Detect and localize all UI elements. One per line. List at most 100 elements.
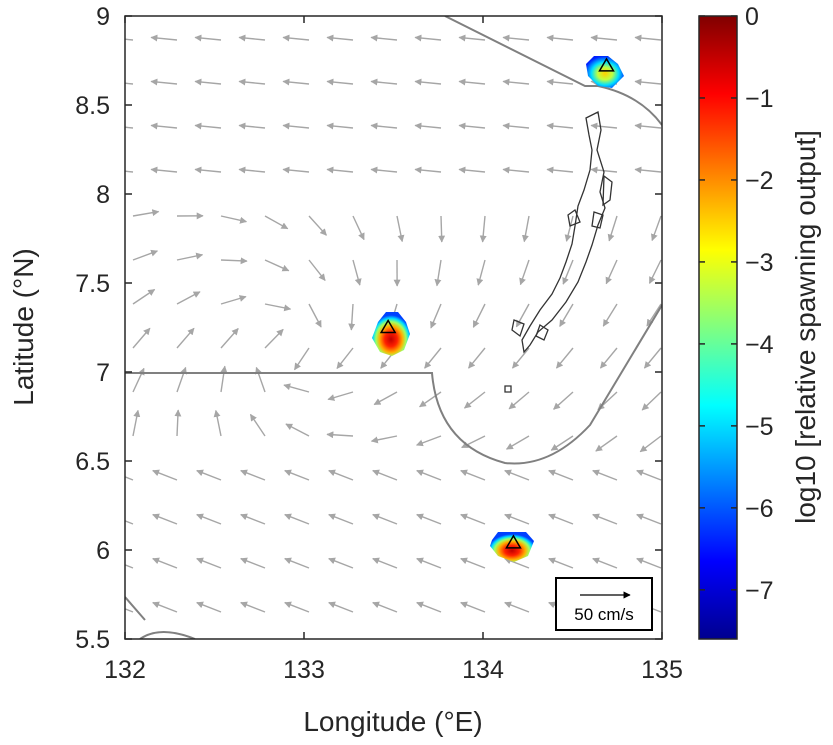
current-arrow [504,557,530,569]
current-arrow [458,34,486,42]
y-tick-label: 7 [96,359,110,387]
current-arrow [372,513,398,525]
current-arrow [176,291,201,305]
current-arrow [132,209,160,217]
y-tick-label: 7.5 [75,270,110,298]
y-tick-label: 5.5 [75,626,110,654]
current-arrow [125,38,134,41]
current-arrow [476,259,486,286]
current-arrow [634,34,662,42]
y-tick-label: 8 [96,181,110,209]
current-arrow [460,513,486,525]
colorbar-tick-label: −5 [745,413,774,441]
current-arrow [150,34,178,42]
current-arrow [196,513,222,525]
spawning-output-patch [490,532,534,562]
x-axis-label: Longitude (°E) [303,706,482,737]
current-arrow [240,469,266,481]
current-arrow [174,409,182,437]
current-arrow [546,34,574,42]
current-arrow [460,557,486,569]
current-arrow [502,166,530,174]
colorbar-tick-label: −2 [745,167,774,195]
y-axis-ticks: 5.5 6 6.5 7 7.5 8 8.5 9 [75,3,662,654]
current-arrow [564,215,574,242]
current-arrow [546,166,574,174]
x-tick-label: 134 [462,656,504,684]
current-arrow [150,166,178,174]
current-arrow [352,215,365,241]
current-arrow [468,347,486,369]
current-arrow [328,469,354,481]
current-arrow [504,513,530,525]
current-arrow [519,259,530,286]
current-arrow [152,513,178,525]
current-arrow [414,166,442,174]
current-arrow [125,126,134,129]
current-arrow [284,557,310,569]
current-arrow [326,431,354,439]
coastline [504,111,613,393]
current-arrow [152,557,178,569]
current-arrow [643,347,662,369]
current-arrow [194,78,222,86]
current-arrow [125,170,134,173]
current-arrow [220,215,248,224]
current-arrow [213,409,222,437]
current-arrow [521,215,530,243]
current-arrow [646,303,662,327]
y-tick-label: 9 [96,3,110,31]
current-arrow [430,303,442,329]
current-arrow [562,259,574,285]
current-arrow [370,166,398,174]
current-arrow [372,557,398,569]
current-arrow [636,557,662,569]
current-arrow [460,601,486,613]
current-arrow [434,259,442,287]
current-arrow [550,435,574,451]
current-arrow [238,78,266,86]
site-triangle-icon [379,319,397,334]
current-arrow [336,347,354,370]
current-arrow [240,601,266,613]
current-arrow [639,435,662,453]
current-arrow [308,303,322,328]
colorbar-tick-label: −1 [745,85,774,113]
current-arrow [416,513,442,525]
current-arrow [511,347,530,369]
current-arrow [249,413,266,437]
current-arrow [284,469,310,481]
current-arrow [240,513,266,525]
current-arrow [194,122,222,130]
zone-boundary-line-southwest [125,596,196,639]
current-arrow [504,601,530,613]
current-arrow [458,78,486,86]
current-arrow [502,122,530,130]
current-arrow [238,122,266,130]
current-arrow [372,601,398,613]
current-arrow [194,166,222,174]
current-arrow [548,513,574,525]
current-arrow [220,365,228,393]
current-arrow [348,303,356,331]
velocity-scale-legend: 50 cm/s [555,577,653,631]
site-triangle-icon [598,57,615,72]
current-arrow [150,122,178,130]
current-arrow [472,303,486,328]
current-arrow [555,347,574,369]
current-arrow [352,259,362,286]
current-arrow [548,469,574,481]
current-arrow [220,295,247,305]
current-arrow [414,122,442,130]
current-arrow [592,557,618,569]
current-arrow [370,34,398,42]
current-arrow [282,166,310,174]
scale-label: 50 cm/s [574,605,634,624]
current-arrow [125,476,134,481]
spawning-output-patch [586,56,624,88]
current-arrow [196,469,222,481]
current-arrow [264,259,290,272]
current-arrow [634,78,662,86]
current-arrow [327,391,354,401]
